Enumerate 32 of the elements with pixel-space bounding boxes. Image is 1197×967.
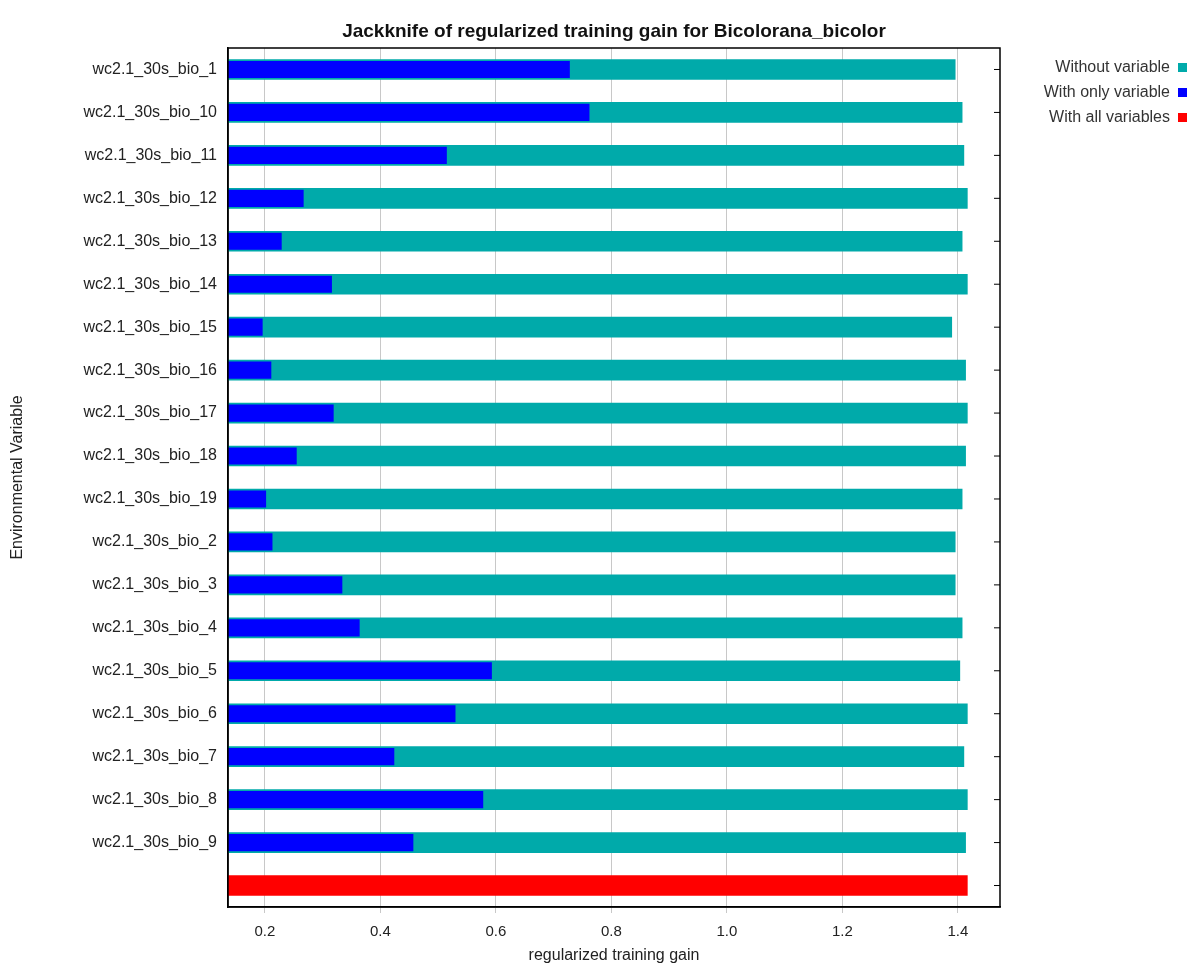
y-tick-label: wc2.1_30s_bio_8 <box>91 790 218 809</box>
y-tick-label: wc2.1_30s_bio_18 <box>82 446 218 465</box>
legend-label: Without variable <box>1055 58 1170 75</box>
x-tick-label: 0.8 <box>600 922 622 940</box>
y-tick-label: wc2.1_30s_bio_16 <box>82 360 218 379</box>
x-tick-label: 0.6 <box>485 922 507 940</box>
y-tick-label: wc2.1_30s_bio_11 <box>83 145 218 164</box>
y-tick-label: wc2.1_30s_bio_17 <box>82 403 218 422</box>
y-tick-label: wc2.1_30s_bio_5 <box>91 661 218 680</box>
legend-label: With all variables <box>1049 108 1170 125</box>
y-tick-label: wc2.1_30s_bio_15 <box>82 317 218 336</box>
y-tick-label: wc2.1_30s_bio_10 <box>82 102 218 121</box>
x-tick-label: 0.4 <box>370 922 391 940</box>
x-tick-label: 1.2 <box>831 922 853 940</box>
legend-label: With only variable <box>1043 83 1170 100</box>
x-tick-label: 0.2 <box>254 922 276 940</box>
y-tick-label: wc2.1_30s_bio_6 <box>91 704 218 723</box>
y-tick-label: wc2.1_30s_bio_7 <box>91 747 218 766</box>
y-tick-label: wc2.1_30s_bio_9 <box>91 832 218 851</box>
x-axis-title: regularized training gain <box>528 945 700 963</box>
x-tick-label: 1.4 <box>947 922 969 940</box>
y-axis-title: Environmental Variable <box>8 395 26 560</box>
y-tick-label: wc2.1_30s_bio_1 <box>91 59 218 78</box>
y-tick-label: wc2.1_30s_bio_13 <box>82 231 218 250</box>
x-tick-label: 1.0 <box>716 922 738 940</box>
y-tick-label: wc2.1_30s_bio_19 <box>82 489 218 508</box>
y-tick-label: wc2.1_30s_bio_3 <box>91 575 218 594</box>
y-tick-label: wc2.1_30s_bio_4 <box>91 618 218 637</box>
y-tick-label: wc2.1_30s_bio_14 <box>82 274 218 293</box>
y-tick-label: wc2.1_30s_bio_12 <box>82 188 218 207</box>
y-tick-label: wc2.1_30s_bio_2 <box>91 532 218 551</box>
chart-title: Jackknife of regularized training gain for Bicolorana_bicolor <box>342 20 887 42</box>
